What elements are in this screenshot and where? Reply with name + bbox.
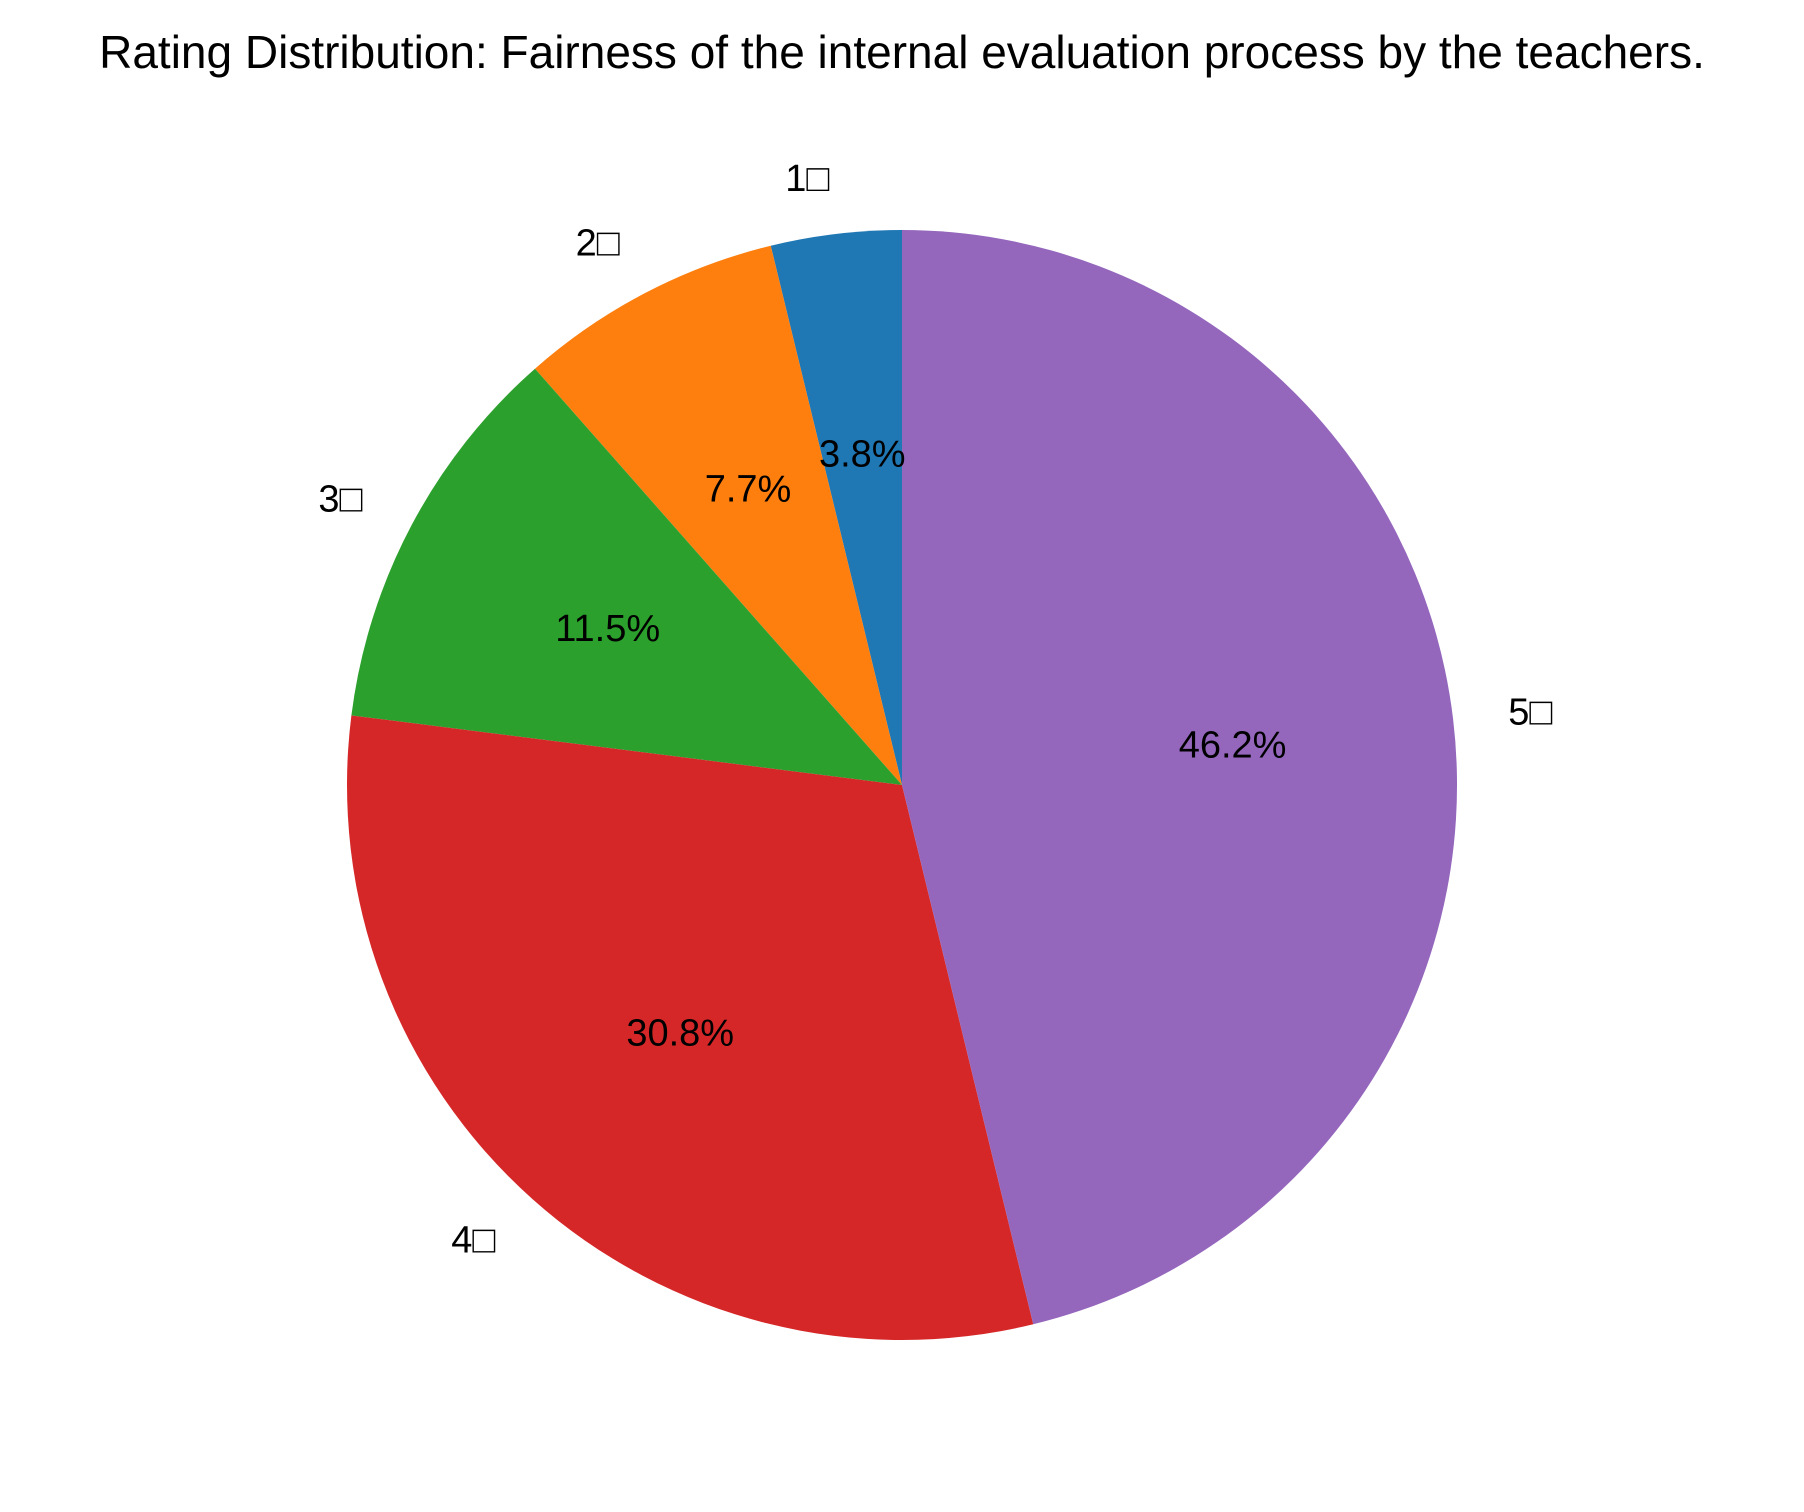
chart-title: Rating Distribution: Fairness of the int… <box>99 26 1705 78</box>
slice-percent-label: 7.7% <box>705 469 792 511</box>
pie-slice-5 <box>902 229 1458 1325</box>
pie-slice-3 <box>351 368 902 785</box>
slice-category-label: 4□ <box>451 1219 495 1261</box>
slice-category-label: 3□ <box>318 478 362 520</box>
pie-slices <box>347 229 1458 1341</box>
pie-slice-2 <box>534 245 902 786</box>
slice-category-label: 2□ <box>576 223 620 265</box>
pie-labels: 3.8% 1□ 7.7% 2□ 11.5% 3□ 30.8% 4□ 46.2% 5□ <box>318 158 1552 1262</box>
slice-percent-label: 30.8% <box>626 1012 734 1054</box>
slice-category-label: 5□ <box>1508 691 1552 733</box>
pie-slice-4 <box>347 715 1034 1341</box>
slice-percent-label: 3.8% <box>819 433 906 475</box>
pie-slice-1 <box>770 230 902 785</box>
slice-percent-label: 46.2% <box>1179 724 1287 766</box>
slice-percent-label: 11.5% <box>555 608 660 650</box>
slice-category-label: 1□ <box>785 158 829 200</box>
